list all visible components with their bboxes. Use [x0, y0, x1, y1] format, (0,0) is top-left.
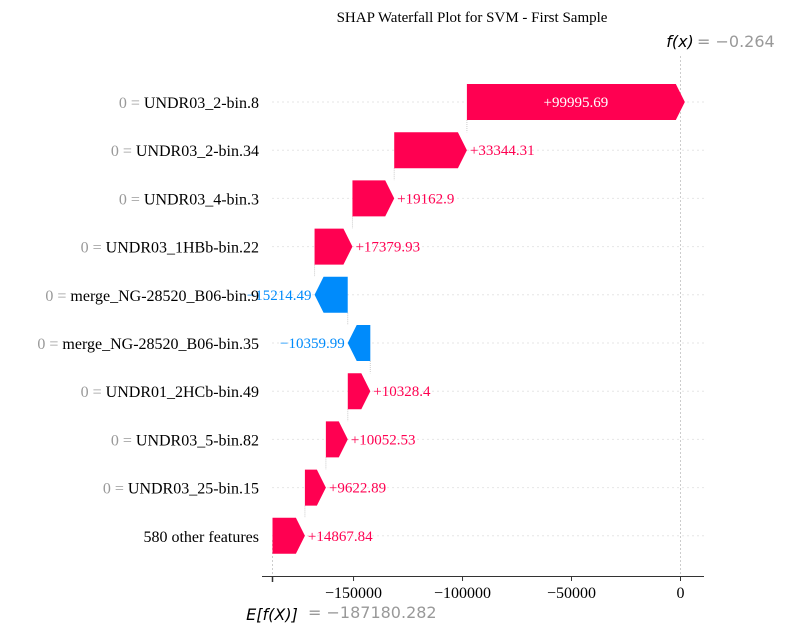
value-label: +99995.69 — [544, 95, 609, 111]
feature-label: 0 = UNDR03_5-bin.82 — [111, 432, 259, 449]
feature-value: 0 = — [119, 191, 144, 208]
x-axis: −150000 −100000 −50000 0 — [262, 576, 704, 602]
fx-label: f(x) — [666, 32, 694, 51]
feature-value: 0 = — [37, 336, 62, 353]
feature-name: UNDR03_2-bin.34 — [136, 143, 259, 160]
feature-value: 0 = — [45, 288, 70, 305]
fx-value: = −0.264 — [697, 32, 775, 51]
feature-name: merge_NG-28520_B06-bin.9 — [70, 288, 259, 305]
feature-value: 0 = — [81, 240, 106, 257]
feature-label: 0 = UNDR01_2HCb-bin.49 — [81, 384, 259, 401]
bar-2 — [394, 132, 467, 169]
bar-8 — [325, 421, 348, 458]
feature-name: UNDR03_2-bin.8 — [144, 95, 259, 112]
bar-10 — [272, 517, 305, 554]
bar-6 — [347, 325, 371, 361]
feature-label: 0 = UNDR03_2-bin.8 — [119, 95, 259, 112]
base-value-annotation: E[f(X)] = −187180.282 — [246, 603, 436, 624]
bar-5 — [314, 276, 348, 313]
value-label: +19162.9 — [397, 191, 454, 207]
feature-label: 0 = UNDR03_25-bin.15 — [103, 481, 259, 498]
value-label: +10328.4 — [373, 384, 431, 400]
value-label: +33344.31 — [470, 143, 535, 159]
feature-value: 0 = — [119, 95, 144, 112]
feature-name: UNDR03_4-bin.3 — [144, 191, 259, 208]
value-label: +10052.53 — [351, 432, 416, 448]
bar-3 — [352, 180, 395, 217]
feature-value: 0 = — [81, 384, 106, 401]
feature-name: merge_NG-28520_B06-bin.35 — [62, 336, 259, 353]
feature-value: 0 = — [111, 432, 136, 449]
feature-name: UNDR01_2HCb-bin.49 — [106, 384, 259, 401]
base-label: E[f(X)] — [246, 605, 298, 624]
base-value: = −187180.282 — [308, 603, 437, 622]
bar-9 — [304, 469, 326, 506]
feature-value: 0 = — [103, 481, 128, 498]
value-label: +9622.89 — [329, 481, 386, 497]
feature-name: UNDR03_25-bin.15 — [128, 481, 259, 498]
bar-4 — [314, 228, 353, 265]
x-tick-label: −100000 — [434, 585, 491, 602]
x-tick-label: −150000 — [325, 585, 382, 602]
bars — [272, 84, 685, 554]
chart-title: SHAP Waterfall Plot for SVM - First Samp… — [337, 10, 608, 26]
feature-label: 0 = UNDR03_2-bin.34 — [111, 143, 259, 160]
feature-label: 0 = merge_NG-28520_B06-bin.35 — [37, 336, 259, 353]
fx-annotation: f(x) = −0.264 — [666, 32, 775, 51]
feature-value: 0 = — [111, 143, 136, 160]
feature-label: 0 = UNDR03_1HBb-bin.22 — [81, 240, 259, 257]
x-tick-label: 0 — [677, 585, 685, 602]
bar-7 — [347, 373, 371, 410]
feature-label: 0 = UNDR03_4-bin.3 — [119, 191, 259, 208]
grid-lines — [272, 101, 704, 537]
feature-name: UNDR03_1HBb-bin.22 — [106, 240, 259, 257]
bar-1 — [466, 84, 685, 120]
feature-name: UNDR03_5-bin.82 — [136, 432, 259, 449]
value-label: −10359.99 — [280, 336, 345, 352]
value-label: −15214.49 — [247, 288, 312, 304]
feature-label: 0 = merge_NG-28520_B06-bin.9 — [45, 288, 259, 305]
x-tick-label: −50000 — [547, 585, 596, 602]
feature-labels: +99995.69 0 = UNDR03_2-bin.8 +33344.31 0 = … — [37, 95, 608, 546]
value-label: +17379.93 — [355, 240, 420, 256]
feature-name: 580 other features — [143, 529, 259, 546]
feature-label: 580 other features — [143, 529, 259, 546]
value-label: +14867.84 — [308, 529, 373, 545]
